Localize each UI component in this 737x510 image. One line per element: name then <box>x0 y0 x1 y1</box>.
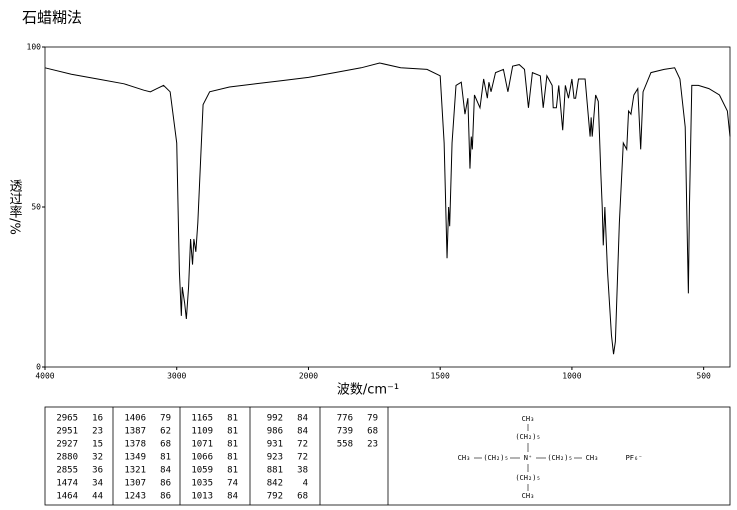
peak-wavenumber: 1349 <box>124 453 146 463</box>
peak-transmittance: 86 <box>160 479 171 489</box>
spectrum-line <box>44 62 731 355</box>
peak-transmittance: 81 <box>227 466 238 476</box>
peak-wavenumber: 1387 <box>124 427 146 437</box>
x-tick-label: 1000 <box>562 372 581 381</box>
peak-wavenumber: 2880 <box>56 453 78 463</box>
peak-transmittance: 84 <box>297 427 308 437</box>
peak-wavenumber: 842 <box>267 479 283 489</box>
peak-wavenumber: 986 <box>267 427 283 437</box>
x-tick-label: 500 <box>696 372 711 381</box>
peak-transmittance: 32 <box>92 453 103 463</box>
peak-transmittance: 81 <box>160 453 171 463</box>
structure-label: CH₃ <box>522 492 535 500</box>
peak-wavenumber: 1307 <box>124 479 146 489</box>
structure-label: CH₃ <box>586 454 599 462</box>
peak-transmittance: 36 <box>92 466 103 476</box>
plot-frame <box>44 46 731 368</box>
peak-wavenumber: 1165 <box>191 414 213 424</box>
peak-wavenumber: 2855 <box>56 466 78 476</box>
peak-transmittance: 81 <box>227 453 238 463</box>
peak-transmittance: 4 <box>303 479 308 489</box>
peak-transmittance: 23 <box>92 427 103 437</box>
peak-transmittance: 79 <box>160 414 171 424</box>
peak-wavenumber: 1066 <box>191 453 213 463</box>
structure-label: CH₃ <box>458 454 471 462</box>
structure-label: (CH₂)₅ <box>515 474 540 482</box>
y-axis-label: 透过率/% <box>7 179 23 235</box>
peak-transmittance: 84 <box>160 466 171 476</box>
y-tick-label: 50 <box>31 203 41 212</box>
peak-transmittance: 81 <box>227 414 238 424</box>
chart-title: 石蜡糊法 <box>22 9 82 27</box>
peak-transmittance: 81 <box>227 427 238 437</box>
peak-wavenumber: 923 <box>267 453 283 463</box>
x-axis-label: 波数/cm⁻¹ <box>337 383 399 398</box>
peak-wavenumber: 739 <box>337 427 353 437</box>
peak-transmittance: 84 <box>297 414 308 424</box>
peak-transmittance: 72 <box>297 440 308 450</box>
peak-wavenumber: 1321 <box>124 466 146 476</box>
structure-label: (CH₂)₅ <box>547 454 572 462</box>
structure-label: N⁺ <box>524 454 532 462</box>
table-frame <box>44 406 731 506</box>
peak-wavenumber: 2927 <box>56 440 78 450</box>
peak-transmittance: 15 <box>92 440 103 450</box>
peak-transmittance: 68 <box>367 427 378 437</box>
peak-transmittance: 38 <box>297 466 308 476</box>
peak-wavenumber: 792 <box>267 492 283 502</box>
peak-transmittance: 44 <box>92 492 103 502</box>
peak-transmittance: 74 <box>227 479 238 489</box>
peak-transmittance: 86 <box>160 492 171 502</box>
x-tick-label: 3000 <box>167 372 186 381</box>
x-tick-label: 1500 <box>431 372 450 381</box>
peak-wavenumber: 881 <box>267 466 283 476</box>
peak-transmittance: 62 <box>160 427 171 437</box>
peak-transmittance: 68 <box>297 492 308 502</box>
peak-wavenumber: 1035 <box>191 479 213 489</box>
peak-wavenumber: 1109 <box>191 427 213 437</box>
peak-transmittance: 79 <box>367 414 378 424</box>
peak-transmittance: 84 <box>227 492 238 502</box>
peak-wavenumber: 1071 <box>191 440 213 450</box>
peak-transmittance: 68 <box>160 440 171 450</box>
y-tick-label: 100 <box>27 43 42 52</box>
peak-transmittance: 34 <box>92 479 103 489</box>
structure-label: CH₃ <box>522 415 535 423</box>
peak-transmittance: 81 <box>227 440 238 450</box>
peak-wavenumber: 2965 <box>56 414 78 424</box>
structure-label: (CH₂)₅ <box>515 433 540 441</box>
structure-label: (CH₂)₅ <box>483 454 508 462</box>
peak-wavenumber: 1464 <box>56 492 78 502</box>
peak-wavenumber: 1474 <box>56 479 78 489</box>
peak-transmittance: 23 <box>367 440 378 450</box>
peak-wavenumber: 1406 <box>124 414 146 424</box>
peak-wavenumber: 1378 <box>124 440 146 450</box>
peak-wavenumber: 1059 <box>191 466 213 476</box>
y-tick-label: 0 <box>36 363 41 372</box>
peak-transmittance: 16 <box>92 414 103 424</box>
peak-wavenumber: 1013 <box>191 492 213 502</box>
structure-label: PF₆⁻ <box>626 454 643 462</box>
peak-wavenumber: 776 <box>337 414 353 424</box>
peak-transmittance: 72 <box>297 453 308 463</box>
peak-wavenumber: 931 <box>267 440 283 450</box>
peak-wavenumber: 558 <box>337 440 353 450</box>
x-tick-label: 4000 <box>35 372 54 381</box>
peak-wavenumber: 992 <box>267 414 283 424</box>
peak-wavenumber: 2951 <box>56 427 78 437</box>
structure-bonds <box>474 424 582 491</box>
x-tick-label: 2000 <box>299 372 318 381</box>
structure: CH₃ (CH₂)₅ CH₃ (CH₂)₅ N⁺ (CH₂)₅ CH₃ PF₆⁻… <box>458 415 643 500</box>
peak-wavenumber: 1243 <box>124 492 146 502</box>
